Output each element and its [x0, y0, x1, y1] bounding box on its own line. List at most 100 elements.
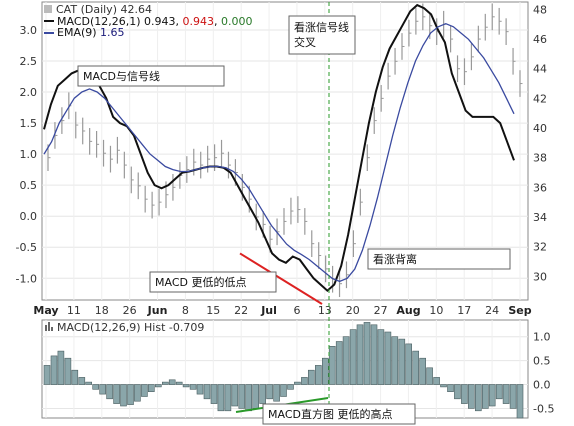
histogram-bar: [99, 384, 106, 395]
legend-macd-label: MACD(12,26,1) 0.943, 0.943, 0.000: [57, 15, 253, 28]
right-tick-label: 34: [533, 211, 547, 224]
right-tick-label: 40: [533, 122, 547, 135]
histogram-bar: [92, 384, 99, 390]
annotation-bullish-crossover-box: [288, 15, 356, 55]
histogram-bar: [231, 384, 239, 407]
histogram-bar: [217, 384, 225, 412]
histogram-bar: [398, 338, 406, 385]
histogram-bar: [182, 384, 190, 388]
annotation-hist-lower-high-text: MACD直方图 更低的高点: [268, 407, 392, 421]
x-tick-label: 17: [457, 304, 471, 317]
histogram-bar: [440, 384, 447, 388]
divergence-trend-line: [239, 252, 323, 305]
x-tick-label: 15: [206, 304, 220, 317]
histogram-bar: [148, 384, 155, 392]
histogram-bar: [155, 384, 162, 388]
x-tick-label: 26: [123, 304, 137, 317]
histogram-bar: [488, 384, 496, 407]
annotation-hist-lower-high: MACD直方图 更低的高点: [262, 403, 416, 425]
annotation-macd-signal: MACD与信号线: [77, 65, 225, 87]
hist-legend-icon: [48, 322, 50, 331]
x-tick-label: May: [33, 304, 58, 317]
histogram-bar: [405, 343, 413, 385]
legend-macd-part: ,: [214, 15, 221, 28]
histogram-bar: [120, 384, 127, 407]
histogram-bar: [78, 377, 86, 385]
histogram-bar: [454, 384, 461, 400]
histogram-bar: [238, 384, 246, 409]
right-tick-label: 36: [533, 181, 547, 194]
histogram-bar: [412, 350, 420, 385]
annotation-hist-lower-high-box: [262, 403, 416, 425]
right-tick-label: 30: [533, 270, 547, 283]
histogram-bar: [57, 350, 65, 385]
histogram-bar: [245, 384, 252, 412]
histogram-bar: [342, 336, 350, 385]
legend-ema-part: 1.65: [100, 26, 125, 39]
annotation-bullish-divergence-text: 看涨背离: [373, 252, 417, 266]
x-tick-label: 22: [234, 304, 248, 317]
histogram-bar: [467, 384, 475, 409]
histogram-bar: [349, 329, 357, 385]
histogram-bar: [203, 384, 211, 400]
left-tick-label: 3.0: [20, 24, 38, 37]
annotation-macd-lower-low-box: [149, 271, 277, 293]
histogram-bar: [43, 365, 51, 385]
histogram-bar: [210, 384, 218, 404]
histogram-bar: [433, 377, 440, 385]
histogram-bar: [252, 384, 259, 409]
left-tick-label: 2.0: [20, 86, 38, 99]
hist-legend: MACD(12,26,9) Hist -0.709: [45, 321, 204, 334]
annotation-macd-signal-box: [77, 65, 225, 87]
annotation-bullish-crossover: 看涨信号线交叉: [288, 15, 356, 55]
right-tick-label: 44: [533, 63, 547, 76]
legend-swatch-price: [44, 5, 52, 13]
annotation-bullish-divergence-box: [367, 248, 511, 270]
hist-panel-title: MACD(12,26,9) Hist -0.709: [57, 321, 204, 334]
legend-macd-part: ,: [176, 15, 183, 28]
annotation-macd-lower-low-text: MACD 更低的低点: [155, 275, 246, 289]
histogram-bar: [384, 331, 392, 385]
x-tick-label: Aug: [396, 304, 420, 317]
histogram-bar: [426, 367, 433, 385]
histogram-bar: [474, 384, 482, 412]
histogram-bar: [419, 357, 427, 385]
hist-legend-icon: [51, 327, 53, 331]
legend-ema-part: EMA(9): [57, 26, 100, 39]
annotation-bullish-crossover-line: 交叉: [294, 35, 316, 49]
histogram-bar: [314, 365, 322, 385]
hist-tick-label: 0.0: [533, 379, 551, 392]
annotation-bullish-divergence: 看涨背离: [367, 248, 511, 270]
left-tick-label: 2.5: [20, 55, 38, 68]
histogram-bar: [113, 384, 120, 404]
right-tick-label: 38: [533, 152, 547, 165]
left-tick-label: 0.5: [20, 179, 38, 192]
histogram-bar: [189, 384, 197, 390]
legend-macd-part: MACD(12,26,1): [57, 15, 144, 28]
x-tick-label: 10: [429, 304, 443, 317]
right-tick-label: 42: [533, 92, 547, 105]
histogram-bar: [516, 384, 524, 419]
histogram-bar: [321, 357, 329, 385]
x-tick-label: 20: [346, 304, 360, 317]
right-tick-label: 48: [533, 3, 547, 16]
histogram-bar: [280, 384, 287, 397]
histogram-bar: [175, 381, 183, 385]
histogram-bar: [162, 381, 169, 385]
legend-price-label: CAT (Daily) 42.64: [56, 3, 152, 16]
histogram-bar: [266, 384, 273, 400]
histogram-bar: [127, 384, 134, 405]
histogram-bar: [196, 384, 204, 395]
legend-macd-part: 0.000: [221, 15, 253, 28]
histogram-bar: [273, 384, 280, 402]
left-tick-label: -0.5: [16, 241, 37, 254]
histogram-bar: [356, 324, 364, 385]
x-tick-label: Jul: [260, 304, 277, 317]
x-tick-label: 24: [485, 304, 499, 317]
histogram-bar: [502, 384, 510, 404]
annotation-macd-lower-low: MACD 更低的低点: [149, 271, 277, 293]
histogram-bar: [64, 357, 72, 385]
histogram-bars: [43, 322, 524, 419]
left-tick-label: 1.0: [20, 148, 38, 161]
